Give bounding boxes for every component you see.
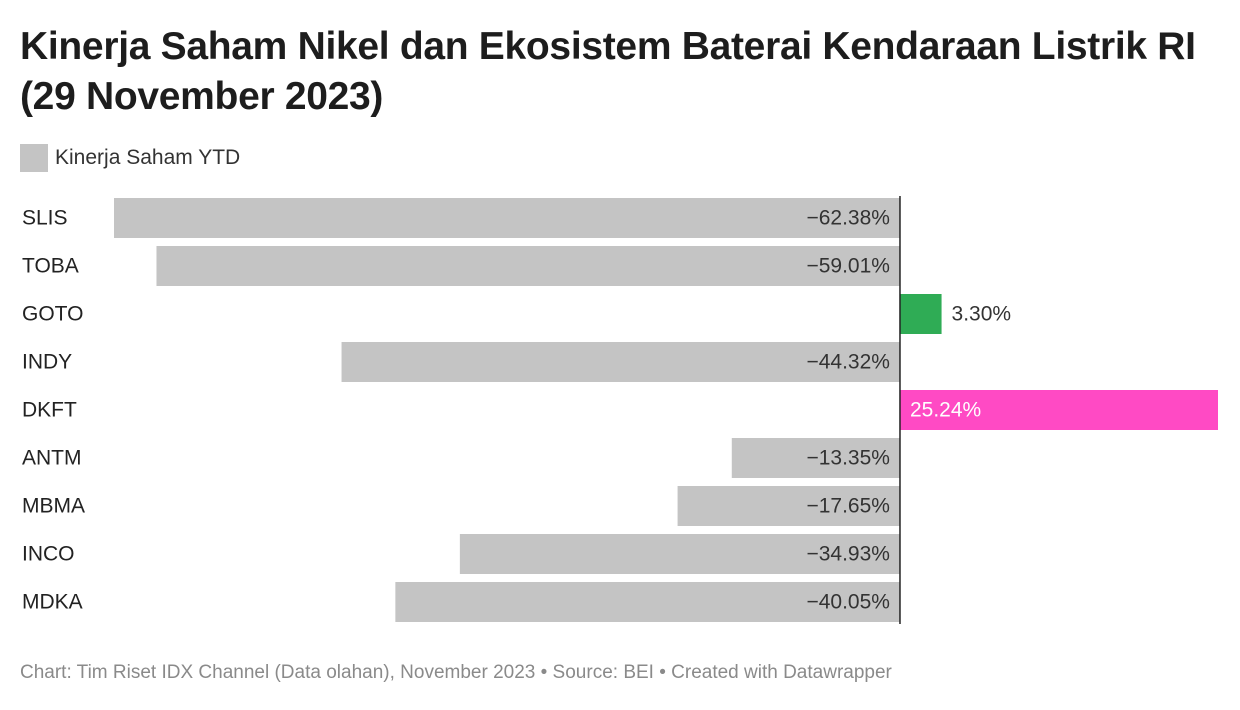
category-label: GOTO: [22, 303, 83, 326]
value-label: −34.93%: [806, 543, 890, 566]
value-label: −44.32%: [806, 351, 890, 374]
category-label: TOBA: [22, 255, 79, 278]
category-label: INCO: [22, 543, 75, 566]
value-label: −62.38%: [806, 207, 890, 230]
legend-label: Kinerja Saham YTD: [55, 146, 241, 169]
bar: [899, 390, 1218, 430]
category-label: MDKA: [22, 591, 83, 614]
bar-chart: SLIS −62.38% TOBA −59.01% GOTO 3.30% INDY −44.3…: [22, 196, 1218, 624]
bar: [156, 246, 900, 286]
bar: [459, 534, 900, 574]
value-label: −17.65%: [806, 495, 890, 518]
legend: Kinerja Saham YTD: [20, 143, 240, 173]
value-label: 25.24%: [910, 399, 981, 422]
value-label: −59.01%: [806, 255, 890, 278]
value-label: 3.30%: [952, 303, 1012, 326]
bar: [731, 438, 900, 478]
value-label: −40.05%: [806, 591, 890, 614]
chart-title: Kinerja Saham Nikel dan Ekosistem Batera…: [20, 25, 1196, 118]
bar: [114, 198, 900, 238]
value-label: −13.35%: [806, 447, 890, 470]
bar: [395, 582, 900, 622]
bar: [677, 486, 900, 526]
legend-swatch: [20, 144, 48, 172]
bar: [341, 342, 900, 382]
category-label: DKFT: [22, 399, 77, 422]
category-label: ANTM: [22, 447, 82, 470]
category-label: INDY: [22, 351, 72, 374]
bar: [899, 294, 942, 334]
category-label: MBMA: [22, 495, 85, 518]
category-label: SLIS: [22, 207, 68, 230]
chart-footer: Chart: Tim Riset IDX Channel (Data olaha…: [20, 662, 892, 683]
